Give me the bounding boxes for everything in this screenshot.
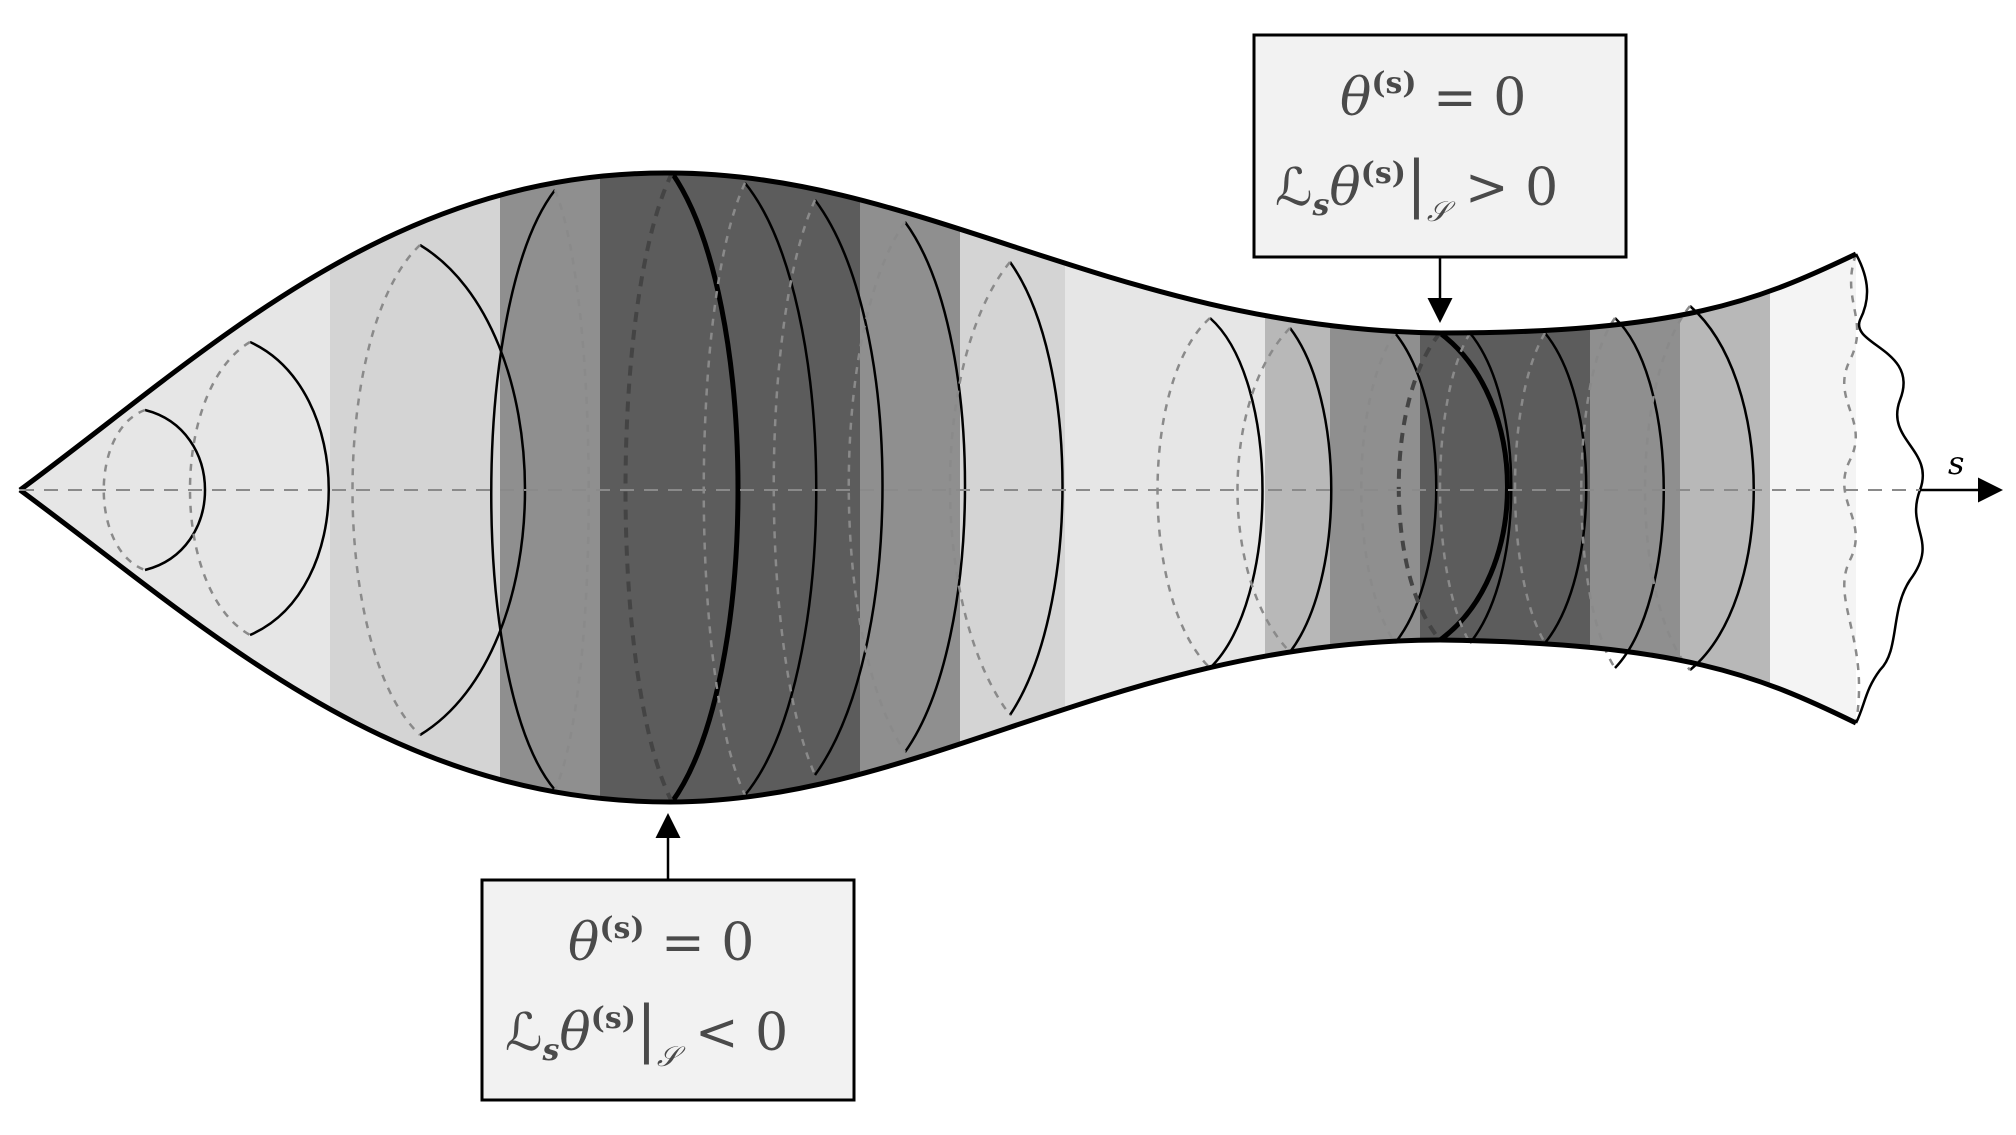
wavy-right-edge xyxy=(1856,254,2016,723)
bulge-condition-2: ℒsθ(s)|𝒮 < 0 xyxy=(505,992,788,1073)
throat-condition-1: θ(s) = 0 xyxy=(1340,66,1526,128)
band-3 xyxy=(500,172,600,802)
band-5 xyxy=(860,172,960,802)
tube-outline-top xyxy=(18,170,1858,493)
wavy-edge-line xyxy=(1854,253,1924,724)
band-1 xyxy=(20,172,330,802)
band-2 xyxy=(330,172,500,802)
marginal-slices xyxy=(669,171,1510,804)
band-13 xyxy=(1770,172,1856,802)
throat-slice-dashed-back xyxy=(1396,331,1442,642)
annotation-bulge: θ(s) = 0 ℒsθ(s)|𝒮 < 0 xyxy=(480,813,856,1102)
band-6 xyxy=(960,172,1065,802)
annotation-throat-box xyxy=(1252,33,1628,259)
band-12 xyxy=(1680,172,1770,802)
band-4 xyxy=(600,172,860,802)
bulge-condition-1: θ(s) = 0 xyxy=(568,911,754,973)
annotation-throat: θ(s) = 0 ℒsθ(s)|𝒮 > 0 xyxy=(1252,33,1628,323)
axis-label: s xyxy=(1948,444,1964,482)
tube-outline-bottom xyxy=(18,487,1858,805)
annotation-bulge-box xyxy=(480,878,856,1102)
band-7 xyxy=(1065,172,1265,802)
